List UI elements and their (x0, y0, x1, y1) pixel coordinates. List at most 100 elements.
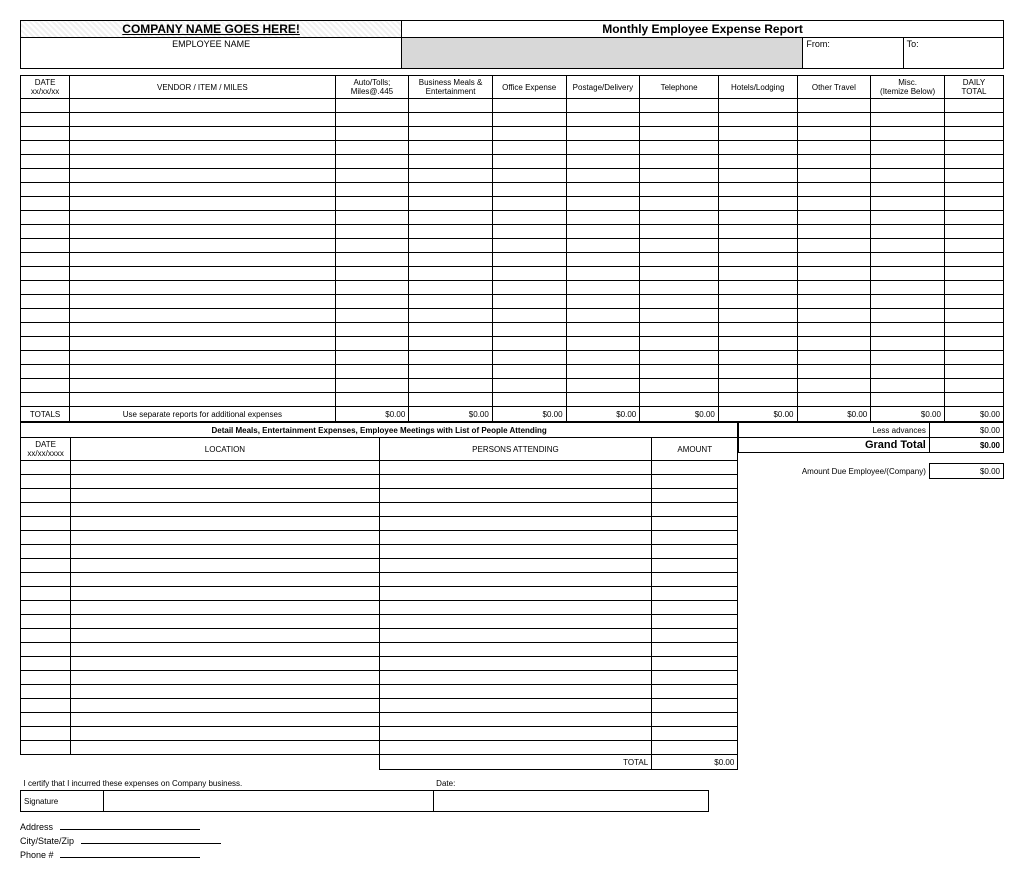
expense-cell[interactable] (70, 393, 335, 407)
expense-cell[interactable] (871, 393, 945, 407)
signature-field[interactable] (103, 791, 433, 812)
detail-row[interactable] (21, 657, 738, 671)
expense-cell[interactable] (70, 211, 335, 225)
expense-cell[interactable] (797, 379, 871, 393)
detail-row[interactable] (21, 517, 738, 531)
detail-row[interactable] (21, 685, 738, 699)
expense-row[interactable] (21, 99, 1004, 113)
expense-cell[interactable] (409, 393, 493, 407)
expense-cell[interactable] (871, 239, 945, 253)
detail-cell[interactable] (652, 643, 738, 657)
expense-cell[interactable] (718, 309, 797, 323)
expense-cell[interactable] (871, 323, 945, 337)
expense-cell[interactable] (718, 211, 797, 225)
expense-cell[interactable] (409, 239, 493, 253)
expense-cell[interactable] (566, 141, 640, 155)
detail-cell[interactable] (652, 545, 738, 559)
expense-cell[interactable] (409, 99, 493, 113)
expense-cell[interactable] (640, 197, 719, 211)
expense-cell[interactable] (718, 127, 797, 141)
expense-row[interactable] (21, 379, 1004, 393)
expense-cell[interactable] (492, 267, 566, 281)
expense-cell[interactable] (797, 239, 871, 253)
expense-cell[interactable] (70, 99, 335, 113)
expense-cell[interactable] (492, 197, 566, 211)
expense-cell[interactable] (492, 183, 566, 197)
detail-cell[interactable] (71, 727, 379, 741)
expense-cell[interactable] (871, 211, 945, 225)
expense-cell[interactable] (335, 281, 409, 295)
expense-cell[interactable] (871, 295, 945, 309)
expense-cell[interactable] (70, 281, 335, 295)
expense-cell[interactable] (566, 309, 640, 323)
expense-cell[interactable] (566, 183, 640, 197)
expense-cell[interactable] (871, 351, 945, 365)
expense-cell[interactable] (944, 197, 1003, 211)
detail-cell[interactable] (71, 559, 379, 573)
expense-cell[interactable] (944, 225, 1003, 239)
expense-cell[interactable] (70, 379, 335, 393)
detail-cell[interactable] (21, 615, 71, 629)
citystatezip-field[interactable] (81, 843, 221, 844)
expense-cell[interactable] (718, 323, 797, 337)
expense-cell[interactable] (640, 113, 719, 127)
expense-cell[interactable] (640, 169, 719, 183)
expense-cell[interactable] (797, 127, 871, 141)
expense-row[interactable] (21, 309, 1004, 323)
expense-cell[interactable] (871, 253, 945, 267)
expense-cell[interactable] (944, 365, 1003, 379)
detail-cell[interactable] (652, 713, 738, 727)
expense-cell[interactable] (797, 169, 871, 183)
expense-cell[interactable] (718, 155, 797, 169)
expense-row[interactable] (21, 183, 1004, 197)
expense-cell[interactable] (335, 183, 409, 197)
expense-cell[interactable] (640, 253, 719, 267)
expense-cell[interactable] (718, 393, 797, 407)
detail-cell[interactable] (379, 503, 652, 517)
expense-cell[interactable] (871, 113, 945, 127)
expense-cell[interactable] (21, 267, 70, 281)
detail-cell[interactable] (379, 643, 652, 657)
detail-cell[interactable] (21, 671, 71, 685)
expense-row[interactable] (21, 239, 1004, 253)
expense-cell[interactable] (335, 239, 409, 253)
expense-cell[interactable] (944, 267, 1003, 281)
detail-cell[interactable] (379, 741, 652, 755)
detail-cell[interactable] (21, 699, 71, 713)
expense-row[interactable] (21, 225, 1004, 239)
expense-cell[interactable] (718, 337, 797, 351)
detail-cell[interactable] (652, 657, 738, 671)
expense-row[interactable] (21, 127, 1004, 141)
detail-cell[interactable] (71, 713, 379, 727)
expense-cell[interactable] (409, 253, 493, 267)
expense-cell[interactable] (718, 253, 797, 267)
detail-cell[interactable] (21, 545, 71, 559)
detail-cell[interactable] (21, 643, 71, 657)
detail-cell[interactable] (652, 559, 738, 573)
expense-cell[interactable] (944, 183, 1003, 197)
expense-cell[interactable] (640, 127, 719, 141)
detail-row[interactable] (21, 503, 738, 517)
expense-cell[interactable] (70, 267, 335, 281)
expense-cell[interactable] (70, 337, 335, 351)
expense-cell[interactable] (409, 127, 493, 141)
detail-row[interactable] (21, 741, 738, 755)
expense-cell[interactable] (944, 323, 1003, 337)
expense-cell[interactable] (409, 141, 493, 155)
detail-cell[interactable] (379, 461, 652, 475)
expense-cell[interactable] (944, 127, 1003, 141)
expense-row[interactable] (21, 211, 1004, 225)
expense-cell[interactable] (492, 99, 566, 113)
expense-cell[interactable] (944, 379, 1003, 393)
detail-cell[interactable] (71, 741, 379, 755)
detail-cell[interactable] (71, 475, 379, 489)
expense-cell[interactable] (566, 127, 640, 141)
expense-cell[interactable] (21, 239, 70, 253)
expense-cell[interactable] (640, 225, 719, 239)
expense-cell[interactable] (944, 239, 1003, 253)
detail-row[interactable] (21, 643, 738, 657)
detail-cell[interactable] (379, 629, 652, 643)
detail-cell[interactable] (21, 559, 71, 573)
expense-cell[interactable] (718, 113, 797, 127)
detail-cell[interactable] (21, 531, 71, 545)
